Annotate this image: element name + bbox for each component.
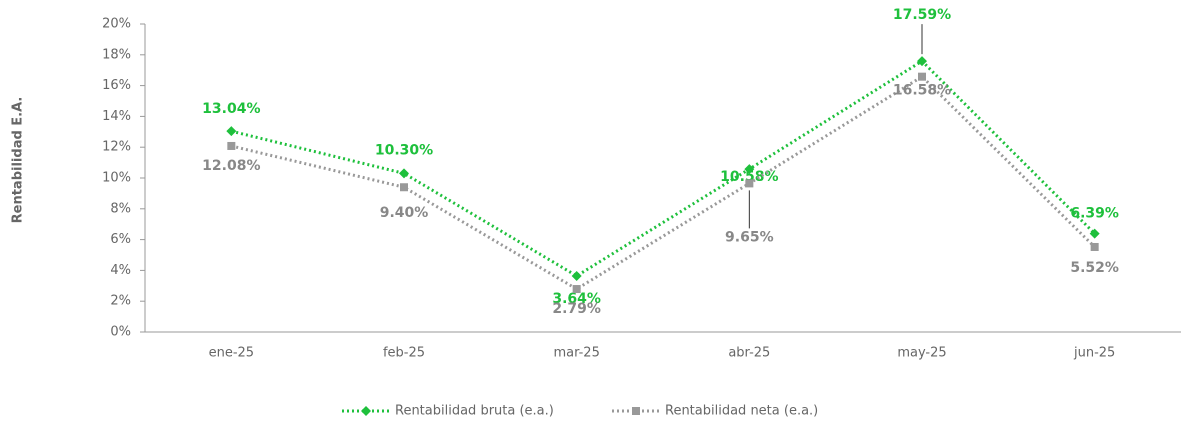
marker — [1090, 242, 1099, 251]
x-tick-label: may-25 — [897, 346, 946, 361]
x-tick-label: feb-25 — [383, 346, 425, 361]
data-label: 12.08% — [202, 158, 260, 174]
x-tick-label: jun-25 — [1073, 346, 1115, 361]
y-tick-label: 2% — [110, 294, 131, 309]
marker — [571, 270, 582, 281]
series-line — [230, 74, 1096, 291]
data-label: 16.58% — [893, 83, 951, 99]
y-tick-label: 0% — [110, 325, 131, 340]
x-tick-label: abr-25 — [728, 346, 770, 361]
series-line — [230, 59, 1096, 278]
x-tick-label: mar-25 — [553, 346, 599, 361]
data-label: 5.52% — [1070, 260, 1119, 276]
y-tick-label: 6% — [110, 232, 131, 247]
marker — [745, 179, 754, 188]
data-label: 9.65% — [725, 229, 774, 245]
marker — [744, 164, 755, 175]
y-tick-label: 16% — [102, 78, 131, 93]
y-tick-label: 20% — [102, 17, 131, 32]
data-label: 10.58% — [720, 169, 778, 185]
y-tick-label: 12% — [102, 140, 131, 155]
marker — [572, 285, 581, 294]
marker — [400, 183, 408, 192]
data-label: 3.64% — [552, 291, 601, 307]
legend-marker — [361, 406, 371, 416]
data-label: 2.79% — [552, 301, 601, 317]
marker — [227, 141, 236, 150]
legend-label: Rentabilidad neta (e.a.) — [665, 404, 818, 419]
y-axis-label: Rentabilidad E.A. — [11, 97, 26, 224]
y-tick-label: 14% — [102, 109, 131, 124]
marker — [1089, 228, 1100, 239]
data-label: 6.39% — [1070, 206, 1119, 222]
marker — [399, 168, 409, 179]
marker — [918, 72, 926, 81]
legend-label: Rentabilidad bruta (e.a.) — [395, 404, 554, 419]
marker — [226, 126, 237, 137]
marker — [917, 56, 927, 67]
y-tick-label: 8% — [110, 201, 131, 216]
y-tick-label: 4% — [110, 263, 131, 278]
data-label: 13.04% — [202, 101, 260, 117]
data-label: 9.40% — [380, 205, 429, 221]
legend-marker — [632, 407, 640, 415]
data-label: 10.30% — [375, 142, 433, 158]
y-tick-label: 18% — [102, 47, 131, 62]
data-label: 17.59% — [893, 7, 951, 23]
y-tick-label: 10% — [102, 171, 131, 186]
x-tick-label: ene-25 — [209, 346, 254, 361]
